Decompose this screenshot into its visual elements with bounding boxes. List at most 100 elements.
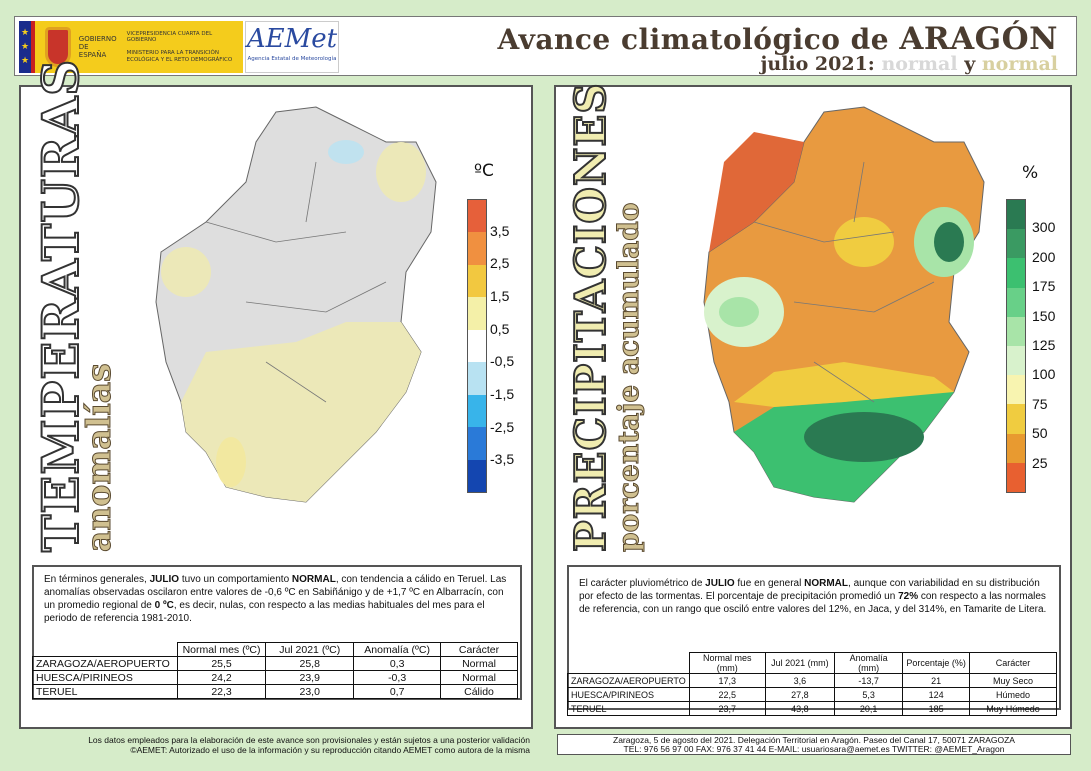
- subtitle-y: y: [957, 53, 982, 75]
- disclaimer-line-2: ©AEMET: Autorizado el uso de la informac…: [130, 745, 530, 755]
- summary-text-part: En términos generales,: [44, 574, 150, 585]
- temperature-anomaly-map: [155, 106, 437, 503]
- table-row: ZARAGOZA/AEROPUERTO 17,3 3,6 -13,7 21 Muy Sec…: [567, 673, 1058, 688]
- precipitation-table: Normal mes (mm) Jul 2021 (mm) Anomalía (mm…: [567, 652, 1058, 716]
- colorbar-segment: [1007, 375, 1025, 405]
- summary-text-part: fue en general: [734, 578, 805, 589]
- colorbar-segment: [1007, 346, 1025, 376]
- ministry-text: VICEPRESIDENCIA CUARTA DEL GOBIERNO MINIS…: [127, 31, 243, 64]
- colorbar-segment: [1007, 287, 1025, 317]
- table-row: HUESCA/PIRINEOS 22,5 27,8 5,3 124 Húmedo: [567, 687, 1058, 702]
- temperature-unit: ºC: [474, 161, 494, 181]
- summary-text-part: 0 ºC: [154, 600, 174, 611]
- page-subtitle: julio 2021: normal y normal: [761, 53, 1058, 75]
- table-header-row: Normal mes (ºC) Jul 2021 (ºC) Anomalía (ºC…: [33, 642, 518, 657]
- colorbar-segment: [468, 362, 486, 395]
- table-cell: Húmedo: [968, 687, 1058, 702]
- contact-line-1: Zaragoza, 5 de agosto del 2021. Delegaci…: [613, 735, 1015, 745]
- station-name: ZARAGOZA/AEROPUERTO: [567, 673, 690, 688]
- colorbar-segment: [1007, 462, 1025, 493]
- table-cell: 23,9: [265, 670, 355, 685]
- precipitation-subtitle: porcentaje acumulado: [612, 202, 646, 553]
- title-region: ARAGÓN: [899, 21, 1058, 57]
- colorbar-segment: [1007, 258, 1025, 288]
- summary-text-part: , aunque con variabilidad en su distribu…: [579, 578, 1040, 602]
- legend-label: 200: [1032, 248, 1056, 265]
- precipitation-percentage-map: [703, 106, 985, 503]
- table-cell: 25,5: [176, 656, 267, 671]
- colorbar-segment: [1007, 200, 1025, 230]
- table-header: Carácter: [968, 652, 1058, 674]
- table-header: Normal mes (mm): [688, 652, 766, 674]
- table-header-blank: [33, 643, 178, 657]
- temperature-table: Normal mes (ºC) Jul 2021 (ºC) Anomalía (ºC…: [32, 642, 518, 699]
- colorbar-segment: [468, 394, 486, 428]
- table-header-row: Normal mes (mm) Jul 2021 (mm) Anomalía (mm…: [568, 652, 1058, 674]
- station-name: HUESCA/PIRINEOS: [567, 687, 690, 702]
- table-cell: Muy Seco: [968, 673, 1058, 688]
- legend-label: 3,5: [490, 222, 510, 239]
- table-header: Anomalía (ºC): [353, 642, 441, 657]
- title-prefix: Avance climatológico de: [497, 23, 900, 56]
- legend-label: 75: [1032, 395, 1048, 412]
- table-cell: Normal: [440, 656, 518, 671]
- precipitation-colorbar: [1006, 199, 1026, 493]
- table-cell: 23,7: [688, 701, 766, 716]
- table-header: Anomalía (mm): [833, 652, 904, 674]
- colorbar-segment: [468, 427, 486, 460]
- table-cell: 0,7: [353, 684, 441, 699]
- table-header: Porcentaje (%): [902, 652, 970, 674]
- ministry-name: MINISTERIO PARA LA TRANSICIÓN ECOLÓGICA …: [126, 50, 233, 63]
- table-cell: 17,3: [688, 673, 766, 688]
- colorbar-segment: [468, 459, 486, 492]
- table-cell: 0,3: [353, 656, 441, 671]
- precipitation-summary-text: El carácter pluviométrico de JULIO fue e…: [569, 567, 1059, 622]
- station-name: HUESCA/PIRINEOS: [32, 670, 178, 685]
- legend-label: -2,5: [490, 418, 515, 435]
- gov-name: GOBIERNO DE ESPAÑA: [78, 35, 117, 59]
- table-cell: 20,1: [833, 701, 904, 716]
- legend-label: 1,5: [490, 288, 510, 304]
- table-cell: 21: [902, 673, 970, 688]
- colorbar-segment: [1007, 229, 1025, 259]
- disclaimer-line-1: Los datos empleados para la elaboración …: [88, 735, 530, 745]
- table-cell: -0,3: [353, 670, 441, 685]
- table-cell: Muy Húmedo: [968, 701, 1058, 716]
- subtitle-period: julio 2021:: [760, 53, 882, 75]
- colorbar-segment: [468, 329, 486, 363]
- table-row: HUESCA/PIRINEOS 24,2 23,9 -0,3 Normal: [32, 670, 518, 685]
- legend-label: 150: [1032, 307, 1056, 324]
- legend-label: 175: [1032, 278, 1056, 295]
- summary-text-part: 72%: [898, 591, 919, 602]
- legend-label: 2,5: [490, 255, 510, 272]
- station-name: TERUEL: [32, 684, 178, 699]
- legend-label: -0,5: [490, 353, 515, 370]
- coat-of-arms-icon: [44, 27, 71, 67]
- vice-text: VICEPRESIDENCIA CUARTA DEL GOBIERNO: [126, 30, 213, 44]
- footer-disclaimer: Los datos empleados para la elaboración …: [18, 735, 530, 755]
- summary-text-part: con respecto a las normales de referenci…: [579, 591, 1047, 615]
- precipitation-panel: PRECIPITACIONES porcentaje acumulado % 3…: [554, 81, 1072, 729]
- footer-contact: Zaragoza, 5 de agosto del 2021. Delegaci…: [557, 734, 1071, 755]
- precipitation-summary: El carácter pluviométrico de JULIO fue e…: [567, 565, 1061, 716]
- aemet-logo: AEMet Agencia Estatal de Meteorología: [245, 21, 339, 73]
- table-cell: 185: [902, 701, 970, 716]
- table-header: Jul 2021 (mm): [764, 652, 835, 674]
- table-cell: 3,6: [764, 673, 835, 688]
- table-header: Normal mes (ºC): [176, 642, 267, 657]
- table-cell: 22,3: [176, 684, 267, 699]
- contact-line-2: TEL: 976 56 97 00 FAX: 976 37 41 44 E-MA…: [623, 744, 1005, 754]
- table-cell: 124: [902, 687, 970, 702]
- summary-text-part: , con tendencia a cálido en Teruel. Las …: [44, 574, 507, 611]
- table-cell: 5,3: [833, 687, 904, 702]
- legend-label: 100: [1032, 366, 1056, 383]
- table-row: TERUEL 22,3 23,0 0,7 Cálido: [32, 684, 518, 699]
- temperature-subtitle: anomalías: [79, 363, 119, 553]
- summary-text-part: NORMAL: [804, 578, 849, 589]
- precipitation-unit: %: [1022, 163, 1039, 183]
- table-cell: 27,8: [764, 687, 835, 702]
- temperature-panel: TEMPERATURAS anomalías ºC 3,5 2,5 1,5 0,5 -0…: [19, 58, 533, 729]
- legend-label: -1,5: [490, 386, 515, 402]
- summary-text-part: El carácter pluviométrico de: [579, 578, 706, 589]
- table-cell: Normal: [440, 670, 518, 685]
